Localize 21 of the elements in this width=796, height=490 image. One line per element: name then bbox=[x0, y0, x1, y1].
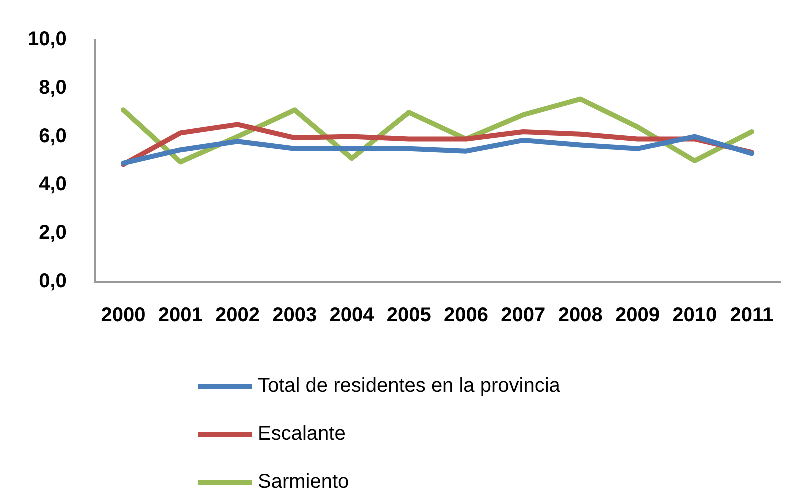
x-tick-label: 2007 bbox=[501, 304, 546, 327]
legend-label: Sarmiento bbox=[258, 470, 350, 490]
x-tick-label: 2009 bbox=[615, 304, 660, 327]
x-tick-label: 2003 bbox=[272, 304, 318, 327]
legend-label: Escalante bbox=[258, 422, 346, 446]
y-tick-label: 6,0 bbox=[39, 125, 67, 148]
x-tick-label: 2004 bbox=[330, 304, 376, 327]
y-tick-label: 0,0 bbox=[39, 270, 67, 293]
x-tick-label: 2010 bbox=[672, 304, 718, 327]
legend-label: Total de residentes en la provincia bbox=[258, 374, 560, 398]
y-tick-label: 10,0 bbox=[28, 28, 67, 51]
x-tick-label: 2006 bbox=[444, 304, 489, 327]
x-tick-label: 2005 bbox=[386, 304, 432, 327]
x-tick-label: 2001 bbox=[158, 304, 203, 327]
x-tick-label: 2000 bbox=[101, 304, 146, 327]
y-tick-label: 4,0 bbox=[39, 174, 67, 196]
x-tick-label: 2011 bbox=[730, 304, 774, 327]
y-tick-label: 2,0 bbox=[39, 222, 67, 244]
y-tick-label: 8,0 bbox=[39, 76, 67, 99]
x-tick-label: 2008 bbox=[558, 304, 603, 327]
x-tick-label: 2002 bbox=[216, 304, 260, 327]
